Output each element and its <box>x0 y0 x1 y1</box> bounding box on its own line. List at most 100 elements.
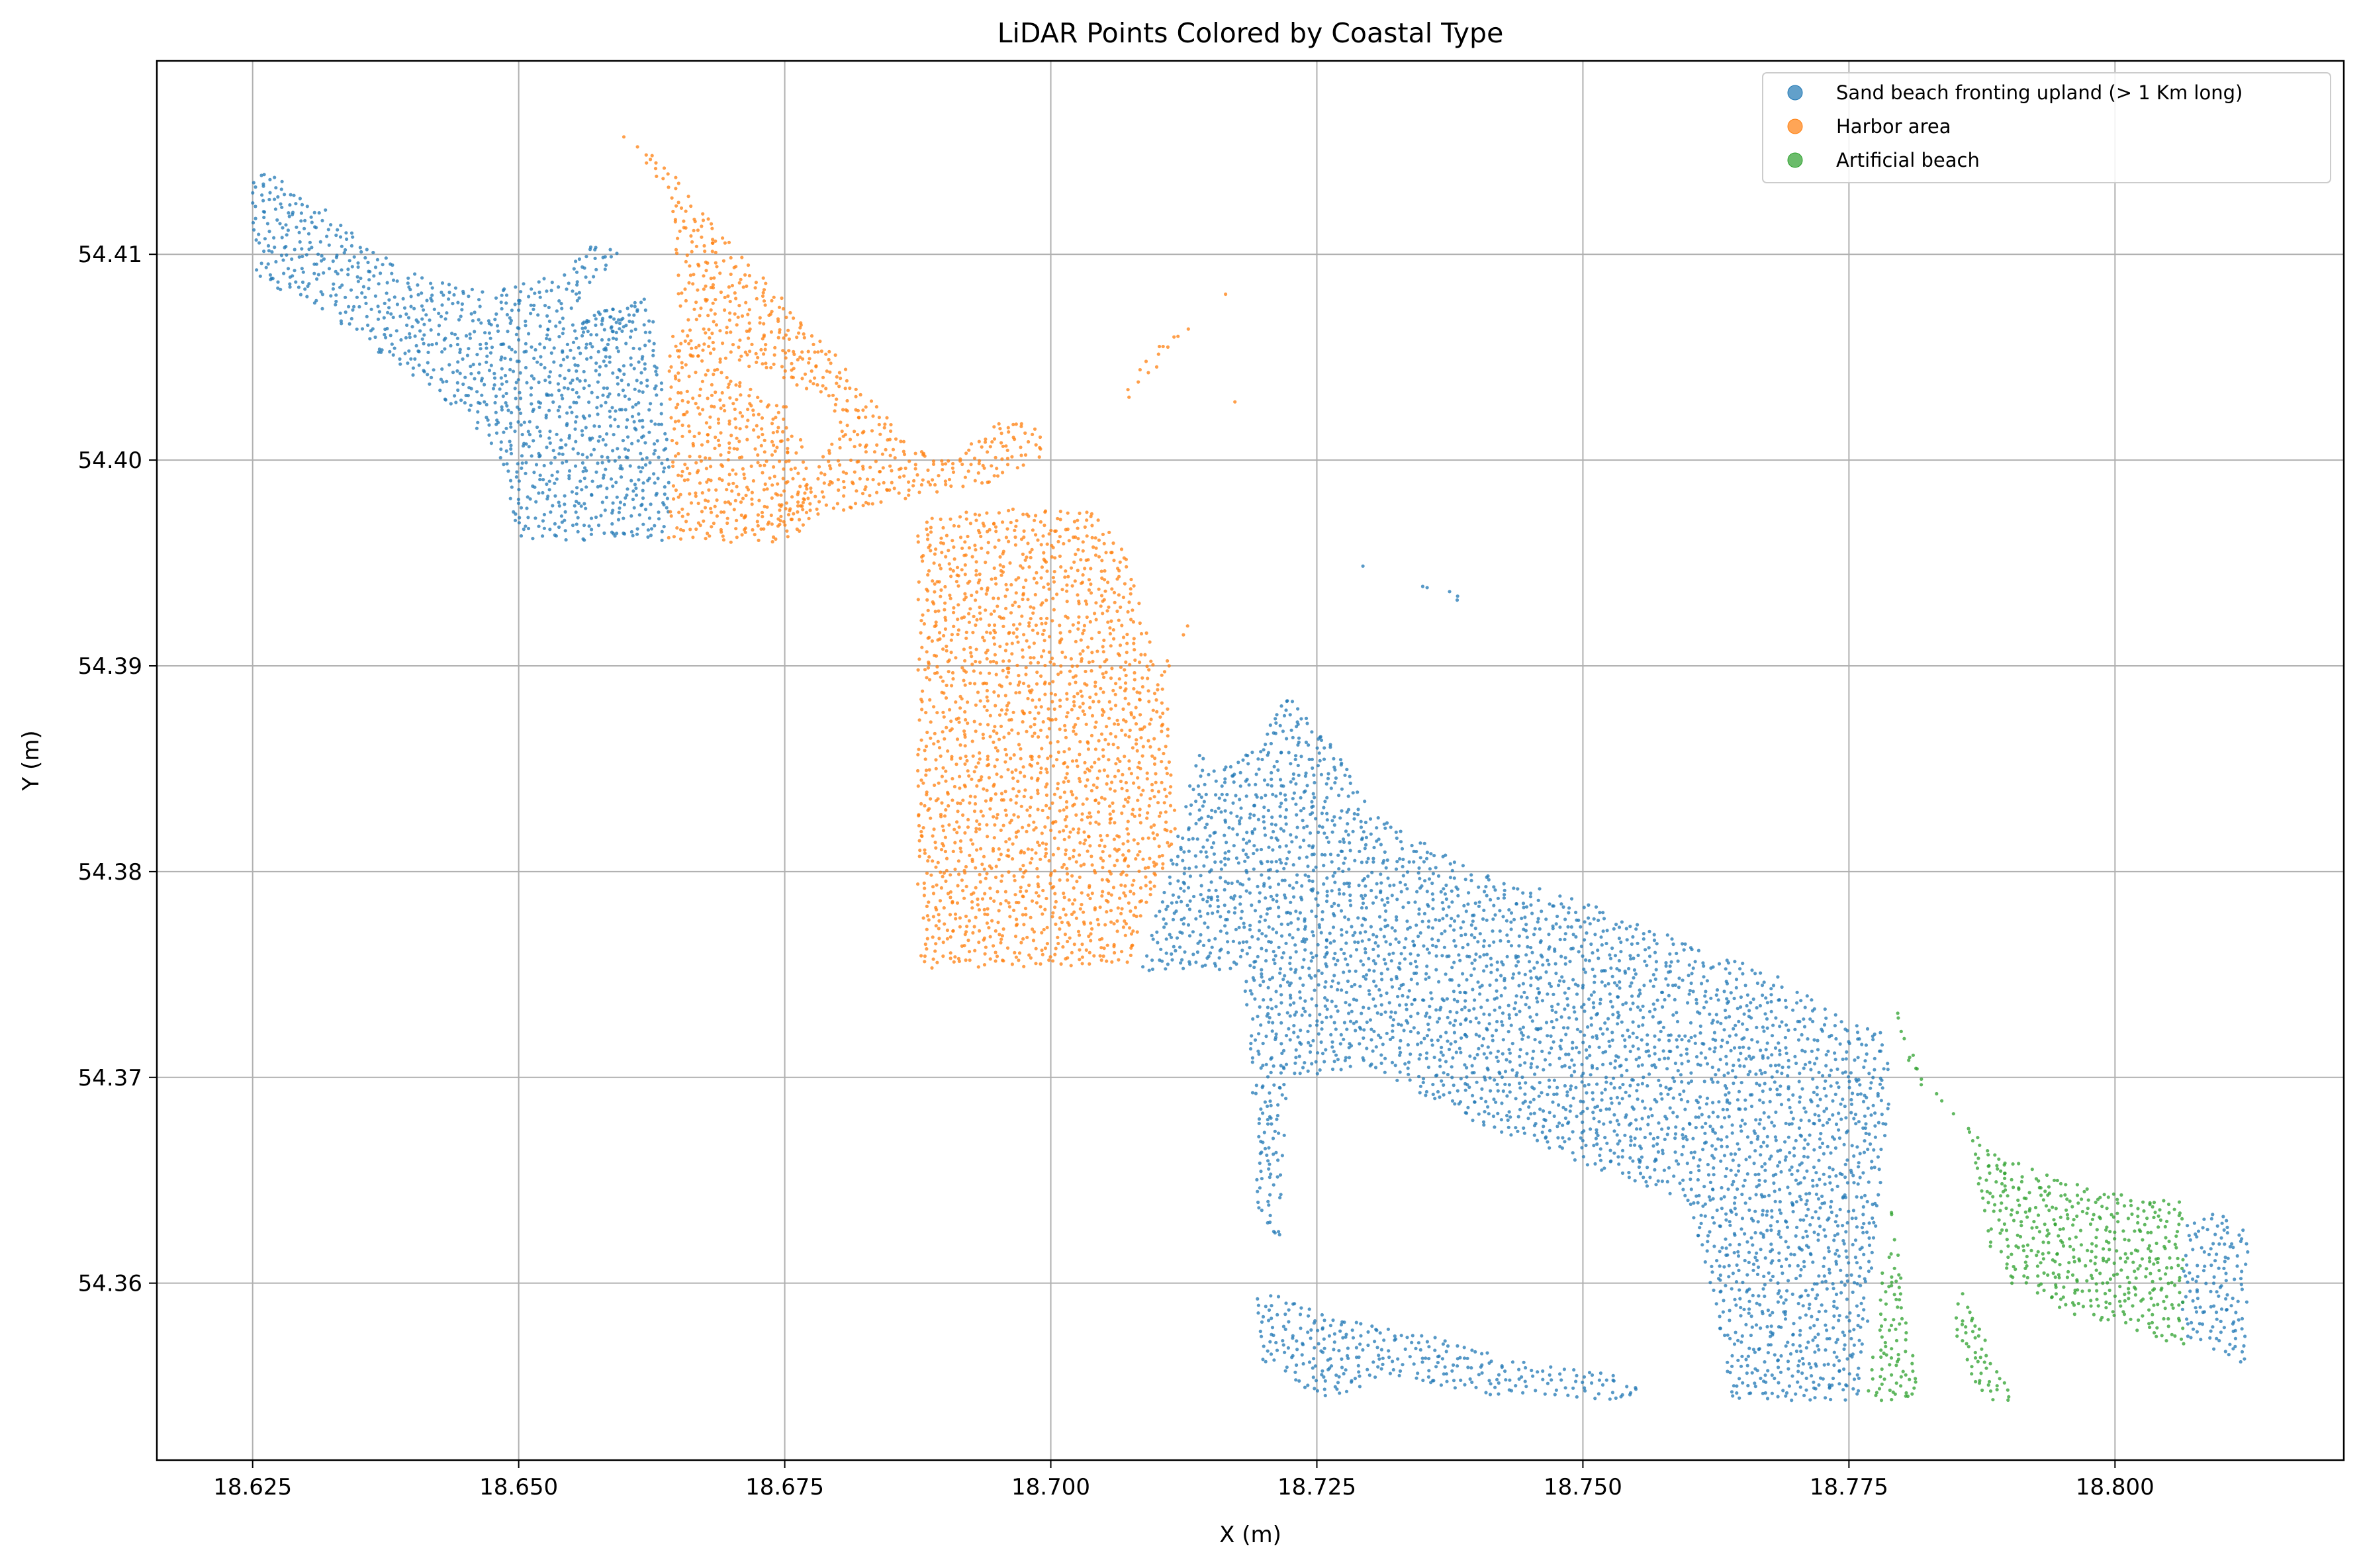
data-point <box>1760 1165 1764 1169</box>
data-point <box>1202 864 1206 868</box>
data-point <box>1270 822 1274 826</box>
data-point <box>1274 1340 1278 1345</box>
data-point <box>1837 1318 1841 1322</box>
data-point <box>1704 1121 1708 1125</box>
data-point <box>1379 872 1383 876</box>
data-point <box>1812 1380 1816 1384</box>
data-point <box>1732 1046 1737 1050</box>
data-point <box>1699 1051 1703 1055</box>
data-point <box>545 497 549 501</box>
data-point <box>549 510 553 514</box>
data-point <box>1777 1229 1781 1233</box>
data-point <box>1624 1090 1628 1094</box>
data-point <box>427 343 431 347</box>
data-point <box>1529 1062 1534 1066</box>
data-point <box>1806 1142 1810 1146</box>
data-point <box>1517 934 1521 938</box>
data-point <box>272 236 276 240</box>
data-point <box>1299 1326 1303 1330</box>
data-point <box>1725 1107 1730 1112</box>
data-point <box>508 496 512 500</box>
data-point <box>1379 927 1383 931</box>
data-point <box>1804 1192 1808 1196</box>
data-point <box>584 255 588 259</box>
data-point <box>1320 1020 1324 1025</box>
data-point <box>1788 1105 1792 1109</box>
data-point <box>1301 1342 1305 1347</box>
data-point <box>1440 954 1444 958</box>
data-point <box>1292 1001 1296 1005</box>
data-point <box>1406 995 1410 999</box>
data-point <box>1274 931 1279 935</box>
data-point <box>1619 940 1623 945</box>
data-point <box>1580 1074 1584 1078</box>
data-point <box>1406 927 1410 931</box>
data-point <box>541 490 545 495</box>
data-point <box>1777 1258 1781 1263</box>
data-point <box>364 301 368 305</box>
data-point <box>384 256 388 260</box>
data-point <box>1359 819 1363 823</box>
data-point <box>1763 1360 1767 1364</box>
data-point <box>1796 1264 1800 1268</box>
data-point <box>1162 890 1166 895</box>
data-point <box>1272 1358 1276 1362</box>
data-point <box>355 295 359 299</box>
data-point <box>1323 1393 1327 1398</box>
data-point <box>574 259 578 263</box>
data-point <box>607 459 611 463</box>
data-point <box>390 271 394 275</box>
data-point <box>1284 1062 1289 1066</box>
data-point <box>1732 996 1736 1001</box>
data-point <box>653 422 657 426</box>
data-point <box>1212 852 1216 856</box>
data-point <box>571 524 575 528</box>
data-point <box>527 332 531 336</box>
data-point <box>521 444 526 448</box>
data-point <box>1168 933 1172 937</box>
data-point <box>1340 928 1344 932</box>
data-point <box>1611 1076 1616 1080</box>
data-point <box>559 363 563 367</box>
data-point <box>1264 948 1268 952</box>
data-point <box>1320 910 1324 914</box>
data-point <box>1824 1016 1828 1020</box>
data-point <box>632 367 636 371</box>
data-point <box>1558 1144 1562 1148</box>
data-point <box>1296 763 1300 768</box>
data-point <box>348 322 351 326</box>
data-point <box>1421 1080 1425 1085</box>
data-point <box>1276 1295 1281 1299</box>
data-point <box>614 337 618 341</box>
data-point <box>1405 887 1409 891</box>
data-point <box>1651 984 1655 988</box>
data-point <box>1242 921 1246 925</box>
data-point <box>1696 1115 1700 1119</box>
data-point <box>478 304 482 308</box>
data-point <box>1579 945 1583 948</box>
data-point <box>1822 1172 1826 1176</box>
data-point <box>1270 770 1274 775</box>
data-point <box>1872 1221 1876 1224</box>
data-point <box>1528 892 1533 896</box>
data-point <box>520 466 524 471</box>
data-point <box>1168 882 1172 886</box>
data-point <box>1458 1046 1461 1050</box>
data-point <box>1698 1063 1702 1067</box>
data-point <box>1589 993 1593 997</box>
data-point <box>589 355 593 359</box>
data-point <box>1580 1146 1584 1150</box>
data-point <box>594 323 598 327</box>
data-point <box>1857 1338 1861 1342</box>
data-point <box>1398 857 1402 861</box>
data-point <box>1725 1167 1729 1171</box>
data-point <box>1570 1058 1574 1062</box>
data-point <box>500 306 504 311</box>
data-point <box>1260 946 1264 950</box>
data-point <box>1369 888 1373 893</box>
data-point <box>1189 803 1193 807</box>
data-point <box>1443 929 1447 933</box>
data-point <box>1285 1365 1289 1369</box>
data-point <box>1716 1137 1720 1141</box>
data-point <box>1863 1059 1867 1063</box>
